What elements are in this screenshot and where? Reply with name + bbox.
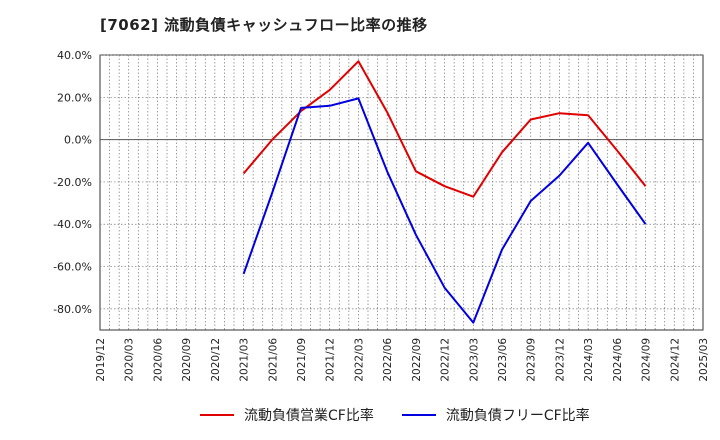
- x-tick-label: 2021/09: [296, 338, 308, 382]
- x-tick-label: 2023/06: [497, 338, 509, 382]
- x-tick-label: 2020/12: [210, 338, 222, 382]
- legend-item-operating-cf: 流動負債営業CF比率: [200, 405, 374, 425]
- x-tick-label: 2021/12: [325, 338, 337, 382]
- y-tick-label: 0.0%: [64, 134, 92, 147]
- legend: 流動負債営業CF比率 流動負債フリーCF比率: [200, 405, 590, 425]
- x-tick-label: 2023/03: [468, 338, 480, 382]
- x-tick-label: 2022/09: [411, 338, 423, 382]
- x-tick-label: 2024/12: [669, 338, 681, 382]
- y-tick-label: 40.0%: [57, 49, 92, 62]
- plot-area: [99, 54, 704, 331]
- x-tick-label: 2020/03: [124, 338, 136, 382]
- grid-lines: [100, 54, 703, 330]
- legend-swatch-operating-cf: [200, 414, 234, 416]
- x-tick-label: 2019/12: [95, 338, 107, 382]
- x-tick-label: 2022/03: [353, 338, 365, 382]
- x-tick-label: 2024/03: [583, 338, 595, 382]
- legend-label-free-cf: 流動負債フリーCF比率: [445, 408, 590, 424]
- legend-swatch-free-cf: [401, 414, 436, 416]
- chart-title: [7062] 流動負債キャッシュフロー比率の推移: [100, 16, 428, 34]
- y-tick-label: -80.0%: [53, 303, 92, 316]
- series-lines: [242, 60, 647, 324]
- legend-label-operating-cf: 流動負債営業CF比率: [244, 408, 374, 424]
- y-tick-label: -40.0%: [53, 218, 92, 231]
- x-tick-label: 2024/09: [641, 338, 653, 382]
- y-tick-label: -60.0%: [53, 261, 92, 274]
- y-axis-ticks: 40.0% 20.0% 0.0% -20.0% -40.0% -60.0% -80.0%: [53, 49, 92, 316]
- series-line-free-cf: [242, 97, 647, 324]
- series-line-operating-cf: [242, 60, 647, 198]
- y-tick-label: 20.0%: [57, 91, 92, 104]
- x-axis-ticks: 2019/12 2020/03 2020/06 2020/09 2020/12 2021/…: [95, 338, 710, 382]
- legend-item-free-cf: 流動負債フリーCF比率: [401, 405, 590, 425]
- x-tick-label: 2022/12: [440, 338, 452, 382]
- x-tick-label: 2021/03: [239, 338, 251, 382]
- x-tick-label: 2023/09: [526, 338, 538, 382]
- x-tick-label: 2021/06: [267, 338, 279, 382]
- x-tick-label: 2025/03: [698, 338, 710, 382]
- y-tick-label: -20.0%: [53, 176, 92, 189]
- x-tick-label: 2024/06: [612, 338, 624, 382]
- x-tick-label: 2020/06: [152, 338, 164, 382]
- x-tick-label: 2020/09: [181, 338, 193, 382]
- x-tick-label: 2022/06: [382, 338, 394, 382]
- x-tick-label: 2023/12: [554, 338, 566, 382]
